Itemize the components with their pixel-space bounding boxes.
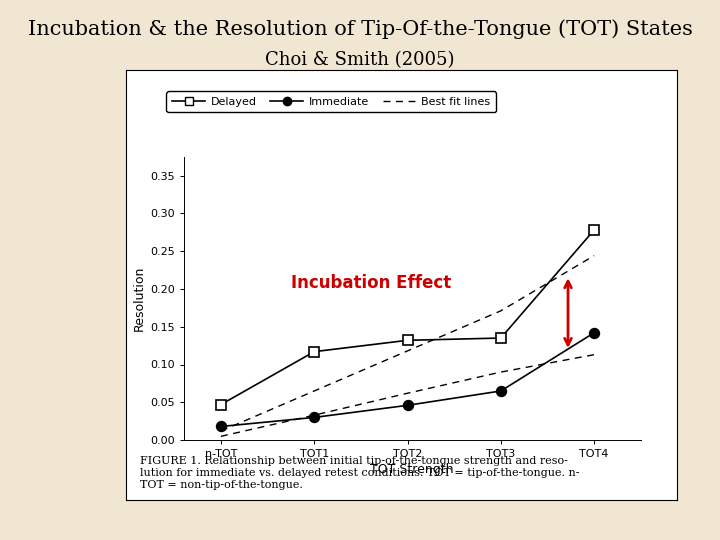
- Text: Choi & Smith (2005): Choi & Smith (2005): [265, 51, 455, 69]
- Text: Incubation & the Resolution of Tip-Of-the-Tongue (TOT) States: Incubation & the Resolution of Tip-Of-th…: [27, 19, 693, 38]
- X-axis label: TOT Strength: TOT Strength: [371, 463, 454, 476]
- Y-axis label: Resolution: Resolution: [132, 266, 145, 331]
- Text: FIGURE 1. Relationship between initial tip-of-the-tongue strength and reso-
luti: FIGURE 1. Relationship between initial t…: [140, 456, 580, 489]
- Text: Incubation Effect: Incubation Effect: [291, 274, 451, 292]
- Legend: Delayed, Immediate, Best fit lines: Delayed, Immediate, Best fit lines: [166, 91, 496, 112]
